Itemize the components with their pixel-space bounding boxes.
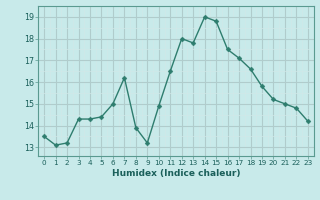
X-axis label: Humidex (Indice chaleur): Humidex (Indice chaleur): [112, 169, 240, 178]
